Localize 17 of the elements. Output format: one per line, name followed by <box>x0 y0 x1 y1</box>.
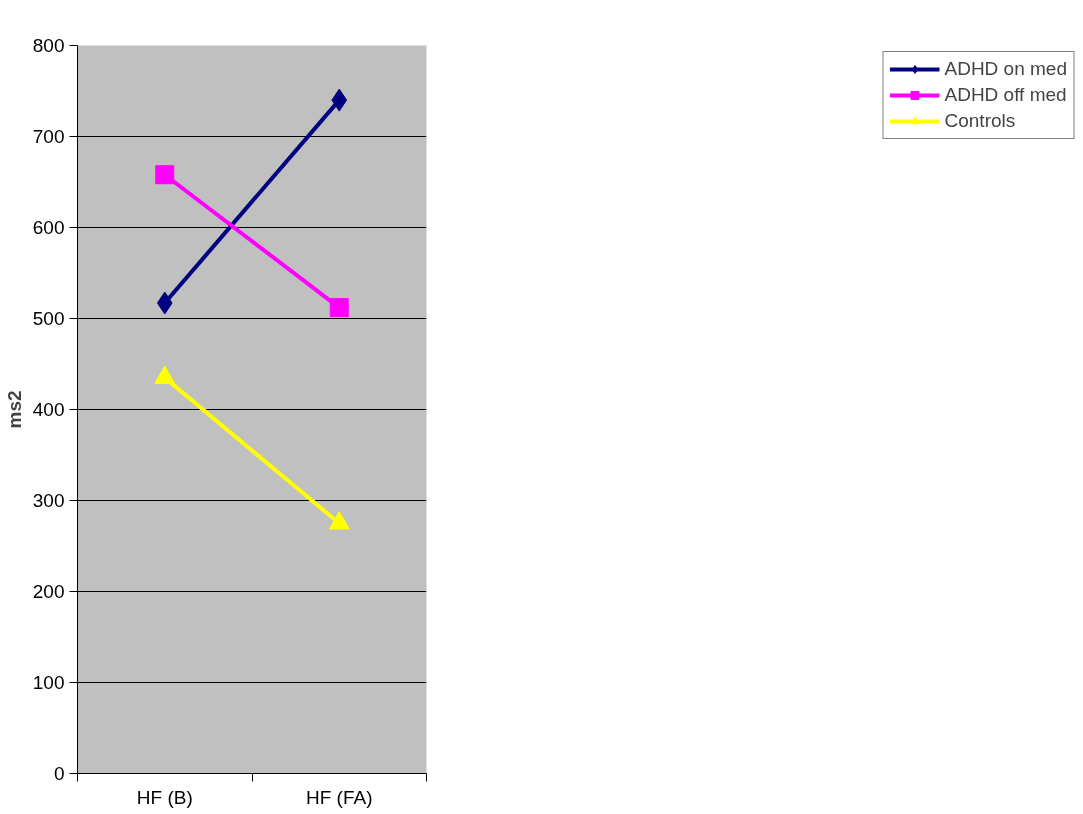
point <box>329 298 349 318</box>
y-tick-label: 200 <box>32 581 65 602</box>
x-tick-label: HF (FA) <box>306 786 373 808</box>
legend-label: Controls <box>944 110 1016 132</box>
y-axis-title: ms2 <box>3 390 25 429</box>
y-tick-label: 500 <box>32 308 65 329</box>
y-tick-label: 300 <box>32 490 65 511</box>
y-tick-label: 600 <box>32 217 65 238</box>
point <box>155 165 175 185</box>
y-tick-label: 800 <box>32 35 65 56</box>
legend-label: ADHD off med <box>944 84 1067 106</box>
y-tick-label: 0 <box>53 763 65 784</box>
y-tick-label: 700 <box>32 126 65 147</box>
x-tick-label: HF (B) <box>136 786 193 808</box>
y-tick-label: 400 <box>32 399 65 420</box>
legend-label: ADHD on med <box>944 58 1067 80</box>
y-tick-label: 100 <box>32 672 65 693</box>
